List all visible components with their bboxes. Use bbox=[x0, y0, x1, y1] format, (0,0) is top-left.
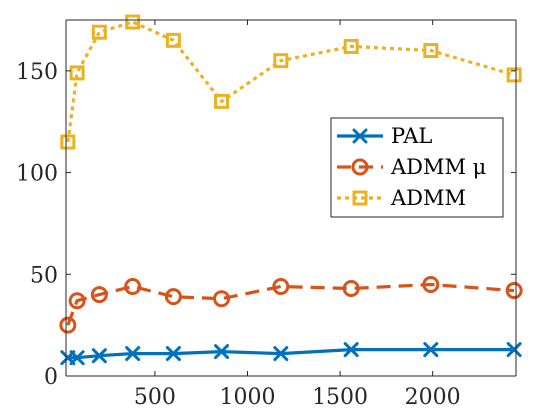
data-point-square-marker bbox=[214, 93, 230, 109]
data-point-x-marker bbox=[273, 346, 289, 362]
data-point-circle-marker bbox=[505, 282, 523, 300]
legend-label: ADMM bbox=[390, 186, 466, 210]
x-tick-label: 1000 bbox=[219, 385, 275, 410]
series-1 bbox=[60, 342, 522, 366]
data-point-circle-marker bbox=[59, 316, 77, 334]
legend-entry: ADMM μ bbox=[337, 155, 486, 179]
series-line bbox=[67, 348, 515, 360]
x-tick-label: 500 bbox=[134, 385, 176, 410]
data-point-x-marker bbox=[69, 350, 85, 366]
data-point-circle-marker bbox=[351, 158, 369, 176]
data-point-x-marker bbox=[125, 346, 141, 362]
data-point-square-marker bbox=[352, 190, 368, 206]
y-tick-label: 0 bbox=[44, 365, 58, 390]
data-point-circle-marker bbox=[124, 277, 142, 295]
data-point-square-marker bbox=[60, 134, 76, 150]
x-tick-label: 2000 bbox=[405, 385, 461, 410]
data-point-square-marker bbox=[165, 32, 181, 48]
series-line bbox=[66, 20, 515, 143]
series-layer bbox=[59, 14, 523, 366]
data-point-square-marker bbox=[125, 14, 141, 30]
x-tick-label: 1500 bbox=[312, 385, 368, 410]
data-point-x-marker bbox=[91, 348, 107, 364]
legend-entry: ADMM bbox=[337, 186, 466, 210]
data-point-square-marker bbox=[273, 53, 289, 69]
data-point-circle-marker bbox=[164, 288, 182, 306]
data-point-x-marker bbox=[165, 346, 181, 362]
data-point-circle-marker bbox=[68, 292, 86, 310]
data-point-x-marker bbox=[214, 344, 230, 360]
data-point-square-marker bbox=[423, 43, 439, 59]
axes-layer: 500 1000 1500 2000 0 50 100 150 bbox=[16, 19, 517, 410]
data-point-circle-marker bbox=[90, 286, 108, 304]
data-point-square-marker bbox=[91, 24, 107, 40]
y-tick-label: 50 bbox=[30, 263, 58, 288]
legend: PAL ADMM μ ADMM bbox=[330, 117, 504, 218]
data-point-circle-marker bbox=[342, 280, 360, 298]
data-point-circle-marker bbox=[422, 275, 440, 293]
legend-label: PAL bbox=[391, 124, 432, 148]
data-point-x-marker bbox=[352, 128, 368, 144]
legend-label: ADMM μ bbox=[390, 155, 486, 179]
data-point-square-marker bbox=[69, 65, 85, 81]
y-tick-label: 150 bbox=[16, 60, 58, 85]
series-3 bbox=[60, 14, 522, 150]
legend-entry: PAL bbox=[337, 124, 432, 148]
data-point-x-marker bbox=[423, 342, 439, 358]
data-point-square-marker bbox=[506, 67, 522, 83]
data-point-square-marker bbox=[343, 38, 359, 54]
y-tick-label: 100 bbox=[16, 162, 58, 187]
data-point-x-marker bbox=[343, 342, 359, 358]
data-point-x-marker bbox=[506, 342, 522, 358]
data-point-circle-marker bbox=[272, 277, 290, 295]
series-2 bbox=[59, 275, 523, 334]
data-point-circle-marker bbox=[213, 290, 231, 308]
